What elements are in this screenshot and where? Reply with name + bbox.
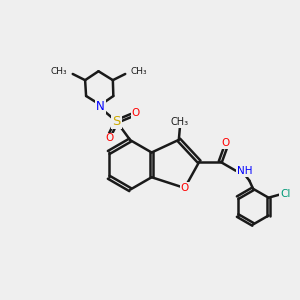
Text: O: O [181, 183, 189, 193]
Text: O: O [221, 138, 230, 148]
Text: N: N [96, 100, 105, 113]
Text: CH₃: CH₃ [131, 68, 147, 76]
Text: O: O [132, 108, 140, 118]
Text: CH₃: CH₃ [171, 117, 189, 127]
Text: S: S [112, 115, 121, 128]
Text: NH: NH [237, 166, 253, 176]
Text: O: O [105, 134, 113, 143]
Text: CH₃: CH₃ [51, 68, 67, 76]
Text: Cl: Cl [280, 189, 290, 199]
